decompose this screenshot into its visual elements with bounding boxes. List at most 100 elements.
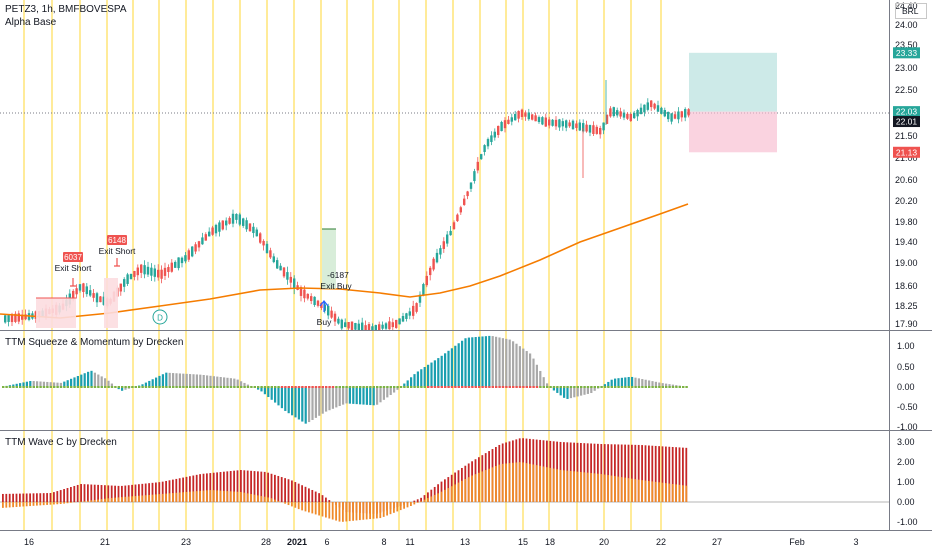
trade-zone xyxy=(322,229,336,289)
candle-body xyxy=(483,145,486,152)
wave-bar-secondary xyxy=(668,483,671,502)
dividend-marker xyxy=(152,309,168,325)
wave-bar-secondary xyxy=(440,491,443,502)
wave-bar-secondary xyxy=(457,482,460,502)
squeeze-bar xyxy=(396,387,399,390)
wave-bar-secondary xyxy=(603,474,606,502)
squeeze-bar xyxy=(607,381,610,387)
wave-bar-secondary xyxy=(369,502,371,520)
candle-body xyxy=(677,111,680,120)
squeeze-bar xyxy=(42,381,45,387)
wave-bar-secondary xyxy=(522,462,524,502)
squeeze-bar xyxy=(454,345,457,387)
wave-bar xyxy=(617,444,620,502)
squeeze-bar xyxy=(369,387,372,406)
wave-bar-secondary xyxy=(634,479,637,502)
squeeze-bar xyxy=(284,387,287,411)
squeeze-dot xyxy=(97,386,100,388)
squeeze-dot xyxy=(161,386,165,388)
squeeze-dot xyxy=(665,386,668,388)
candle-body xyxy=(520,109,524,117)
squeeze-bar xyxy=(552,387,555,391)
squeeze-dot xyxy=(376,386,379,388)
candle-body xyxy=(184,255,187,262)
price-tag-text: 21.13 xyxy=(896,147,918,157)
candle-body xyxy=(656,105,660,112)
candle-body xyxy=(333,313,337,322)
candle-body xyxy=(14,313,17,322)
squeeze-dot xyxy=(15,386,18,388)
squeeze-dot xyxy=(427,386,430,388)
session-band xyxy=(479,0,481,530)
squeeze-dot xyxy=(270,386,273,388)
squeeze-bar xyxy=(559,387,562,396)
price-tick-label: 21.50 xyxy=(895,131,918,141)
squeeze-bar xyxy=(212,376,215,387)
squeeze-bar xyxy=(233,378,236,387)
wave-bar-secondary xyxy=(454,484,456,502)
squeeze-dot xyxy=(457,386,460,388)
squeeze-dot xyxy=(413,386,416,388)
squeeze-dot xyxy=(549,386,552,388)
trade-qty-text: 6037 xyxy=(64,253,82,262)
wave-bar xyxy=(671,446,674,502)
squeeze-dot xyxy=(178,386,182,388)
candle-body xyxy=(463,198,466,205)
wave-bar xyxy=(39,493,42,502)
price-tag xyxy=(893,106,920,118)
candle-body xyxy=(201,237,204,245)
candle-body xyxy=(374,325,377,330)
wave-bar-secondary xyxy=(389,502,392,515)
candle-body xyxy=(119,283,122,292)
squeeze-pane-title[interactable]: TTM Squeeze & Momentum by Drecken xyxy=(5,337,184,348)
candle-body xyxy=(10,314,14,323)
squeeze-bar xyxy=(365,387,368,405)
squeeze-dot xyxy=(25,386,29,388)
squeeze-bar xyxy=(444,353,447,387)
squeeze-bar xyxy=(671,384,674,387)
candle-body xyxy=(680,111,683,118)
squeeze-dot xyxy=(447,386,450,388)
symbol-legend[interactable]: PETZ3, 1h, BMFBOVESPA Alpha Base xyxy=(5,3,127,29)
squeeze-dot xyxy=(593,386,596,388)
squeeze-bar xyxy=(624,377,627,387)
wave-bar-secondary xyxy=(586,472,589,502)
wave-bar-secondary xyxy=(552,468,555,502)
wave-bar-secondary xyxy=(144,495,147,502)
squeeze-bar xyxy=(410,377,413,387)
wave-pane-title[interactable]: TTM Wave C by Drecken xyxy=(5,437,117,448)
price-tag-text: 22.03 xyxy=(896,107,918,117)
wave-bar xyxy=(634,444,637,502)
buy-label: Buy xyxy=(317,317,332,327)
candle-body xyxy=(320,302,323,309)
wave-bar xyxy=(175,478,178,502)
wave-bar-secondary xyxy=(563,470,565,502)
squeeze-dot xyxy=(219,386,222,388)
candle-body xyxy=(99,296,102,303)
price-tick-label: 24.00 xyxy=(895,20,918,30)
candle-body xyxy=(228,217,231,224)
wave-bar xyxy=(70,487,72,502)
wave-bar xyxy=(586,443,589,502)
squeeze-dot xyxy=(644,386,647,388)
candle-body xyxy=(405,313,408,319)
squeeze-bar xyxy=(263,387,266,395)
candle-body xyxy=(582,123,585,132)
wave-bar-secondary xyxy=(121,497,123,502)
squeeze-dot xyxy=(478,386,481,388)
squeeze-dot xyxy=(471,386,474,388)
candle-body xyxy=(412,305,415,316)
currency-badge[interactable]: × BRL xyxy=(895,2,927,19)
squeeze-bar xyxy=(304,387,307,424)
squeeze-dot xyxy=(308,386,311,388)
squeeze-dot xyxy=(624,386,627,388)
currency-close-icon[interactable]: × xyxy=(895,2,900,11)
candle-body xyxy=(17,313,20,322)
wave-bar xyxy=(87,484,89,502)
wave-bar xyxy=(603,444,606,502)
candle-body xyxy=(388,321,391,330)
candle-body xyxy=(306,293,309,299)
wave-bar-secondary xyxy=(396,502,399,512)
price-tag xyxy=(893,47,920,59)
